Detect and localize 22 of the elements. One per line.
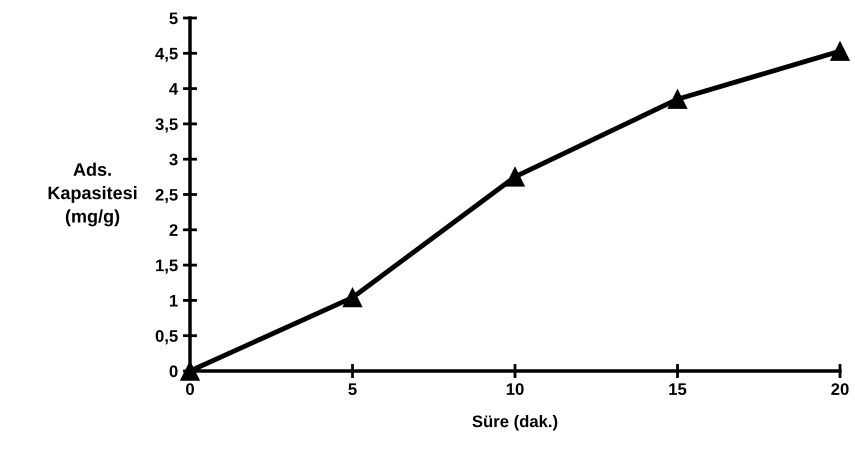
x-tick-label: 15 [669, 383, 686, 396]
y-tick-label: 2 [170, 224, 178, 236]
y-axis-title: Ads. Kapasitesi (mg/g) [48, 162, 136, 226]
y-tick-label: 4 [169, 83, 178, 95]
y-tick-label: 5 [169, 12, 178, 24]
y-tick-label: 4,5 [155, 48, 178, 62]
x-tick-label: 20 [831, 383, 849, 396]
x-tick-label: 10 [506, 383, 524, 396]
y-tick-label: 0,5 [156, 330, 178, 344]
x-tick-label: 0 [186, 383, 194, 396]
y-tick-label: 3,5 [155, 118, 178, 133]
y-tick-label: 2,5 [156, 188, 178, 204]
x-axis-title: Süre (dak.) [472, 415, 558, 431]
point [505, 167, 525, 187]
y-tick-label: 1 [170, 294, 178, 306]
y-tick-label: 0 [170, 365, 178, 378]
y-tick-label: 3 [169, 154, 178, 166]
y-tick-label: 1,5 [156, 260, 178, 274]
point [342, 288, 362, 308]
point [830, 41, 850, 61]
point [668, 89, 688, 109]
x-tick-label: 5 [348, 383, 357, 396]
